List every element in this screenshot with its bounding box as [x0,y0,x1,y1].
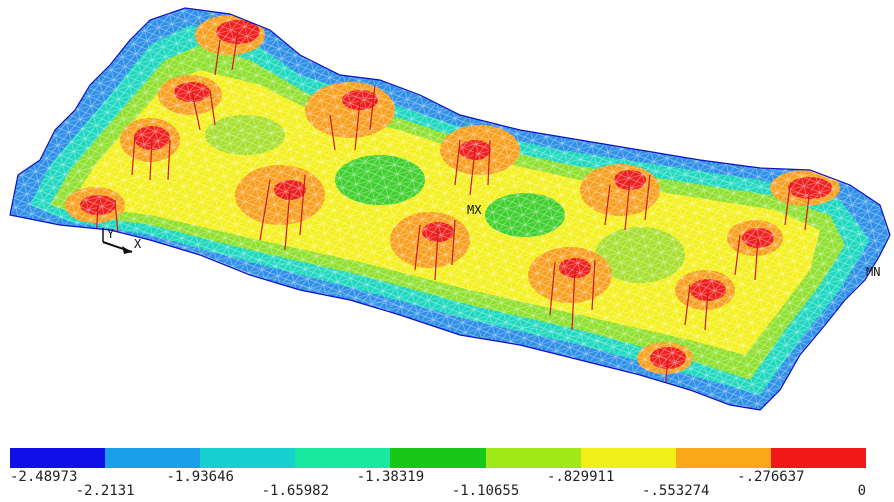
legend-swatch [580,448,676,468]
legend-tick-label: -.829911 [546,469,615,485]
axis-label-y: Y [107,227,115,241]
max-marker: MX [467,203,482,217]
legend-swatch [200,448,296,468]
plate-outline [9,7,891,411]
legend-swatch [105,448,201,468]
legend-swatch [295,448,391,468]
legend-tick-label: 0 [857,483,866,499]
legend-tick-label: -1.93646 [166,469,234,485]
legend-swatch [390,448,486,468]
color-legend: -2.48973 -2.2131 -1.93646 -1.65982 -1.38319 -… [0,440,894,502]
legend-tick-label: -.553274 [642,483,710,499]
legend-swatch [770,448,866,468]
legend-swatch [675,448,771,468]
axis-label-x: X [134,237,142,251]
legend-tick-label: -1.65982 [261,483,330,499]
legend-tick-label: -2.48973 [10,469,78,485]
min-marker: MN [866,265,880,279]
legend-swatch [10,448,106,468]
deformed-plate [10,8,890,410]
axis-triad: Y X [102,227,142,254]
mesh-struts [95,31,811,391]
legend-swatch [485,448,581,468]
legend-tick-label: -2.2131 [75,483,135,499]
contour-plot: Y X MX MN [9,7,891,411]
legend-tick-label: -.276637 [737,469,805,485]
legend-tick-label: -1.10655 [451,483,520,499]
legend-tick-label: -1.38319 [356,469,425,485]
legend-color-bar [10,448,866,468]
